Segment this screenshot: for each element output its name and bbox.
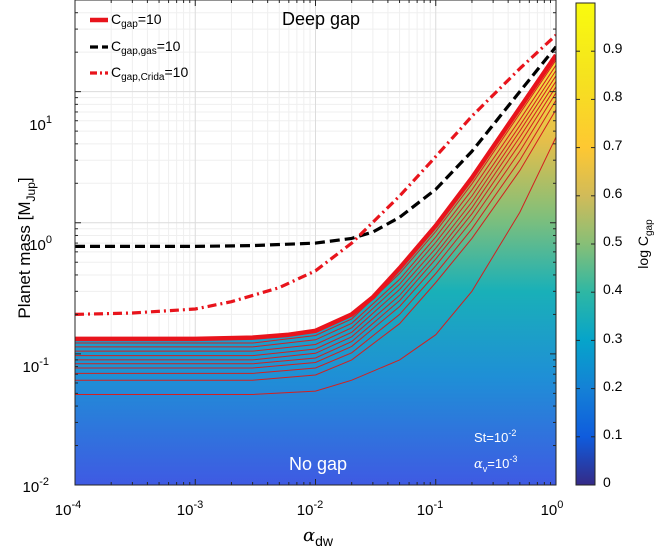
c-gap-crida-line — [75, 33, 556, 316]
contour-line — [75, 75, 556, 357]
plot-area — [75, 0, 556, 485]
colorbar-tick-label: 0.3 — [603, 330, 623, 346]
contour-line — [75, 86, 556, 365]
contour-line — [75, 81, 556, 361]
colorbar-tick-label: 0.9 — [603, 40, 623, 56]
contour-line — [75, 136, 556, 395]
legend: Cgap=10 Cgap,gas=10 Cgap,Crida=10 — [90, 11, 188, 83]
y-axis-label: Planet mass [MJup] — [15, 177, 38, 318]
colorbar: 0 0.1 0.2 0.3 0.4 0.5 0.6 0.7 0.8 0.9 lo… — [575, 2, 655, 490]
c-gap-gas-line — [75, 45, 556, 248]
colorbar-tick-label: 0 — [603, 474, 611, 490]
legend-entry-c-gap-gas: Cgap,gas=10 — [111, 38, 181, 57]
x-tick-label: 10-3 — [177, 499, 203, 519]
no-gap-annotation: No gap — [289, 454, 347, 474]
colorbar-tick-label: 0.7 — [603, 137, 623, 153]
contour-lines — [75, 59, 556, 395]
legend-entry-c-gap-crida: Cgap,Crida=10 — [111, 64, 188, 83]
colorbar-ticks — [576, 50, 595, 486]
contour-line — [75, 92, 556, 369]
contour-line — [75, 99, 556, 374]
contour-line — [75, 59, 556, 344]
deep-gap-annotation: Deep gap — [282, 9, 360, 29]
contour-line — [75, 64, 556, 348]
axis-ticks — [74, 0, 557, 486]
colorbar-tick-label: 0.8 — [603, 88, 623, 104]
contour-line — [75, 109, 556, 381]
x-axis-tick-labels: 10-4 10-3 10-2 10-1 100 — [55, 499, 564, 519]
colorbar-tick-label: 0.2 — [603, 378, 623, 394]
legend-entry-c-gap: Cgap=10 — [111, 11, 162, 30]
y-tick-label: 10-2 — [23, 476, 49, 496]
x-tick-label: 10-4 — [55, 499, 81, 519]
stokes-annotation: St=10-2 — [474, 428, 516, 445]
x-axis-label: αdw — [303, 525, 334, 547]
c-gap-line — [75, 53, 556, 342]
contour-line — [75, 70, 556, 352]
gap-criterion-curves — [75, 33, 556, 342]
y-axis-tick-labels: 10-2 10-1 100 101 — [23, 114, 52, 496]
alpha-v-annotation: αv=10-3 — [474, 454, 517, 474]
y-tick-label: 100 — [29, 234, 52, 254]
colorbar-tick-label: 0.1 — [603, 426, 623, 442]
colorbar-tick-label: 0.5 — [603, 233, 623, 249]
colorbar-tick-labels: 0 0.1 0.2 0.3 0.4 0.5 0.6 0.7 0.8 0.9 — [603, 40, 623, 490]
y-tick-label: 10-1 — [23, 356, 49, 376]
x-tick-label: 10-1 — [417, 499, 443, 519]
x-tick-label: 100 — [541, 499, 564, 519]
colorbar-tick-label: 0.4 — [603, 281, 623, 297]
colorbar-label: log Cgap — [635, 219, 655, 269]
y-tick-label: 101 — [29, 114, 52, 134]
x-tick-label: 10-2 — [297, 499, 323, 519]
gap-transition-region — [75, 55, 556, 485]
colorbar-tick-label: 0.6 — [603, 185, 623, 201]
